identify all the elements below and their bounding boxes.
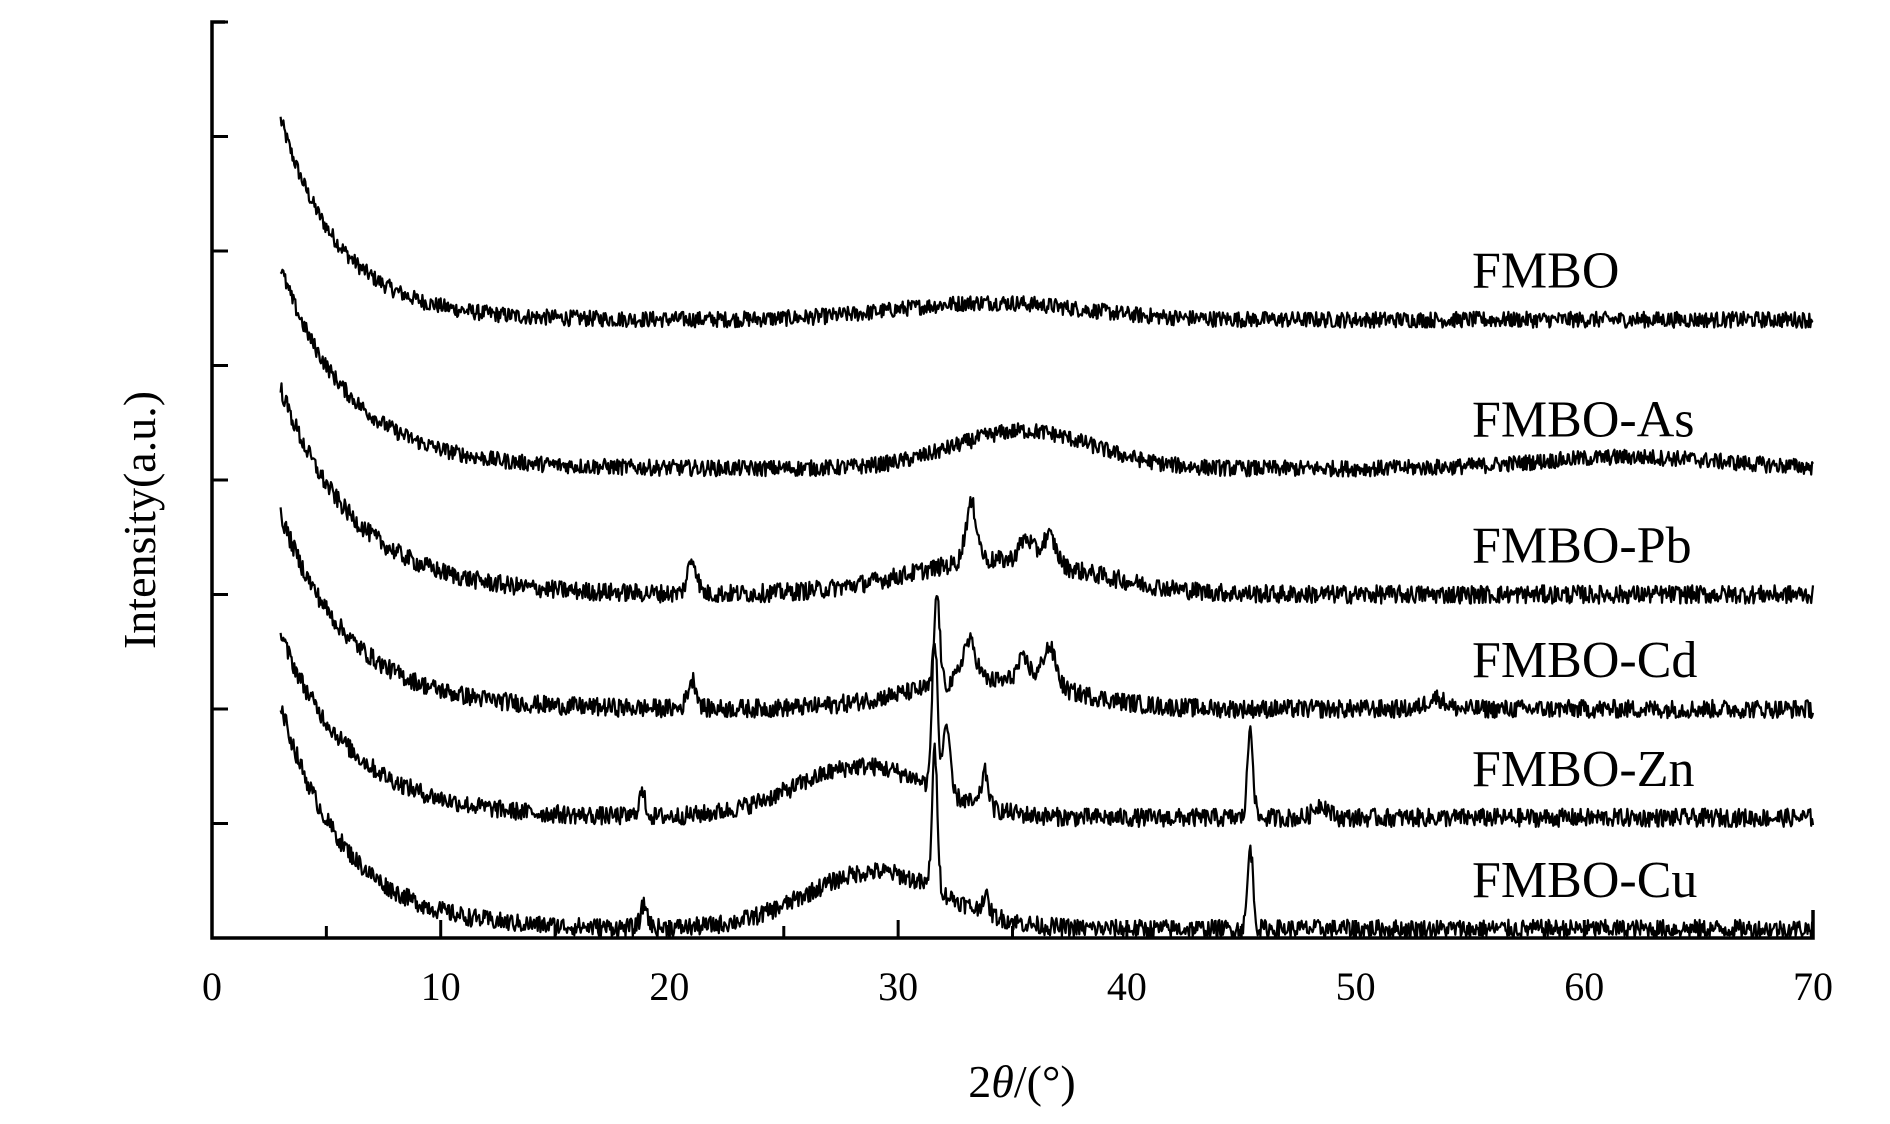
ticks-group: 0 10 20 30 40 50 60 70 bbox=[202, 20, 1833, 1009]
series-label-fmbo-cd: FMBO-Cd bbox=[1472, 632, 1697, 689]
trace-fmbo-as bbox=[279, 268, 1814, 478]
x-tick-label-20: 20 bbox=[649, 964, 689, 1009]
series-labels-group: FMBO FMBO-As FMBO-Pb FMBO-Cd FMBO-Zn FMBO-Cu bbox=[1472, 243, 1697, 909]
trace-fmbo-zn bbox=[279, 632, 1815, 829]
x-axis-title-pre: 2 bbox=[968, 1056, 991, 1107]
x-tick-label-40: 40 bbox=[1107, 964, 1147, 1009]
trace-fmbo bbox=[279, 116, 1814, 329]
x-tick-label-10: 10 bbox=[421, 964, 461, 1009]
x-axis-title-post: /(°) bbox=[1014, 1056, 1076, 1107]
x-axis-title-theta: θ bbox=[991, 1056, 1014, 1107]
series-label-fmbo-cu: FMBO-Cu bbox=[1472, 852, 1697, 909]
series-label-fmbo-zn: FMBO-Zn bbox=[1472, 741, 1694, 798]
x-tick-label-30: 30 bbox=[878, 964, 918, 1009]
x-tick-label-70: 70 bbox=[1793, 964, 1833, 1009]
x-tick-label-60: 60 bbox=[1564, 964, 1604, 1009]
y-axis-title: Intensity(a.u.) bbox=[114, 391, 165, 649]
series-label-fmbo-pb: FMBO-Pb bbox=[1472, 518, 1692, 575]
x-tick-label-0: 0 bbox=[202, 964, 222, 1009]
series-label-fmbo: FMBO bbox=[1472, 243, 1619, 300]
traces-group bbox=[279, 116, 1815, 940]
x-tick-label-50: 50 bbox=[1336, 964, 1376, 1009]
trace-fmbo-cu bbox=[279, 705, 1815, 940]
x-axis-title: 2θ/(°) bbox=[968, 1056, 1075, 1107]
trace-fmbo-cd bbox=[279, 507, 1815, 720]
trace-fmbo-pb bbox=[279, 382, 1815, 605]
series-label-fmbo-as: FMBO-As bbox=[1472, 392, 1695, 449]
